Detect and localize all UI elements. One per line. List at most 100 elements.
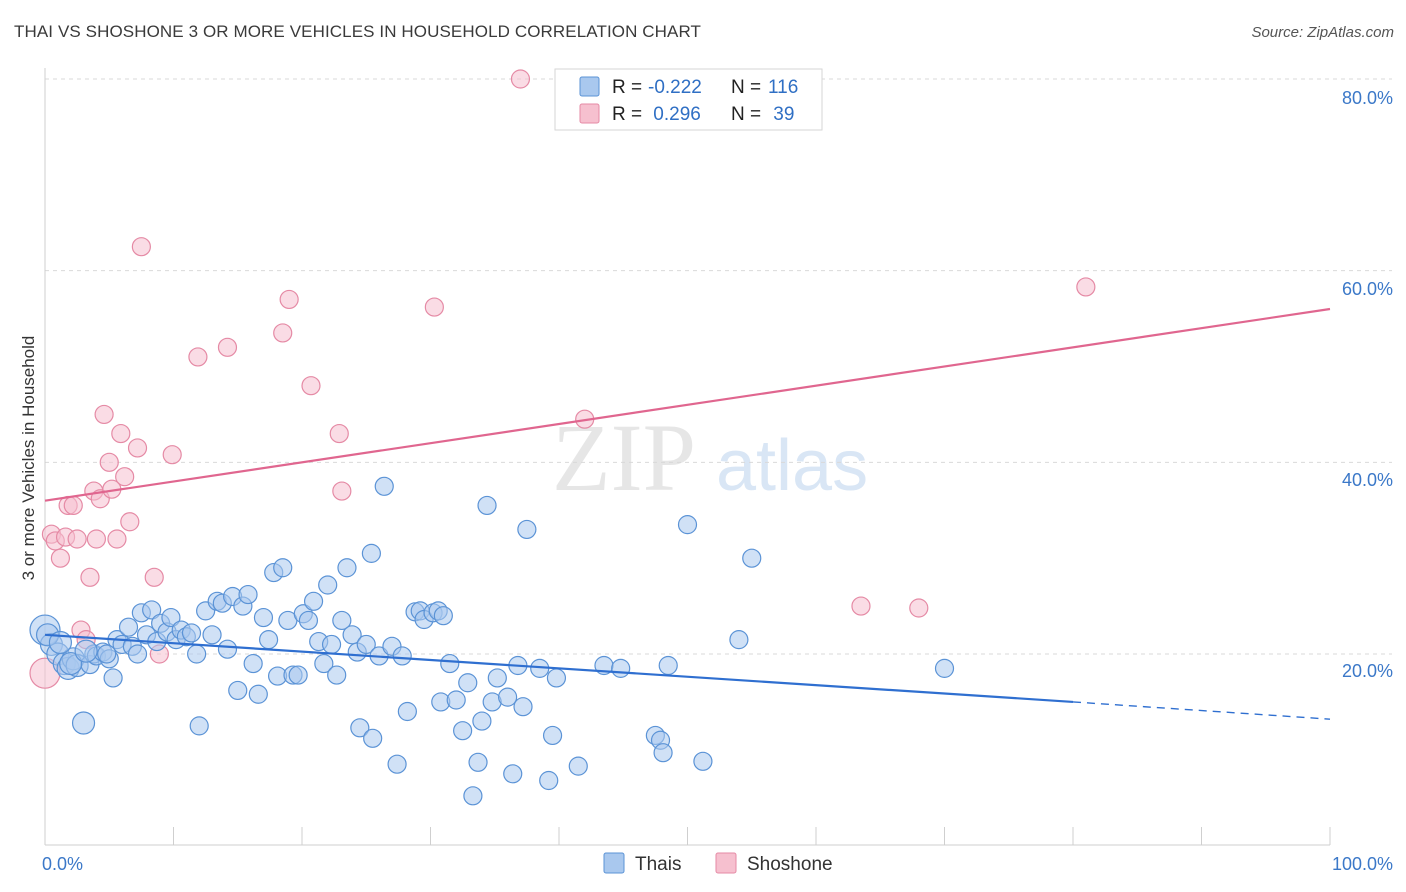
thai-point-70 — [387, 754, 407, 774]
thai-point-43 — [253, 607, 274, 628]
thai-point-110 — [934, 658, 955, 678]
thai-point-115 — [74, 639, 98, 663]
y-tick-label-20: 20.0% — [1342, 661, 1393, 681]
shoshone-point-10 — [80, 567, 100, 587]
shoshone-point-15 — [99, 452, 119, 472]
legend-thais-swatch — [603, 852, 625, 874]
thai-point-98 — [546, 668, 567, 688]
thai-point-30 — [187, 644, 207, 664]
thai-point-53 — [303, 591, 324, 611]
shoshone-points — [29, 69, 1096, 689]
thai-point-36 — [217, 639, 238, 659]
thai-point-113 — [59, 651, 83, 676]
shoshone-point-19 — [115, 467, 135, 487]
thai-point-85 — [468, 752, 488, 772]
shoshone-point-37 — [909, 598, 929, 618]
x-tick-label-min: 0.0% — [42, 854, 83, 874]
shoshone-point-38 — [1076, 277, 1096, 297]
thai-point-60 — [337, 558, 357, 578]
thai-point-104 — [653, 743, 673, 763]
thai-point-96 — [539, 770, 559, 791]
thai-point-83 — [458, 673, 478, 693]
legend-shoshone-n-label: N = — [731, 104, 761, 125]
thai-point-18 — [127, 644, 148, 664]
shoshone-point-29 — [279, 289, 299, 310]
thai-point-61 — [342, 625, 362, 645]
legend-shoshone-n-value: 39 — [768, 104, 794, 125]
thai-point-114 — [97, 644, 117, 664]
thai-point-31 — [189, 716, 209, 736]
thai-point-68 — [374, 476, 394, 496]
legend-thai-r-label: R = — [612, 77, 642, 98]
thai-point-13 — [103, 668, 123, 688]
legend-thai-n-label: N = — [731, 77, 761, 98]
legend-shoshone-label: Shoshone — [747, 854, 833, 875]
thai-point-81 — [446, 690, 466, 710]
thai-point-93 — [513, 697, 533, 717]
thai-point-87 — [477, 495, 497, 516]
thai-point-29 — [181, 623, 202, 643]
chart-title: THAI VS SHOSHONE 3 OR MORE VEHICLES IN H… — [14, 22, 702, 41]
shoshone-trend-line — [44, 307, 1331, 502]
legend-shoshone-bottom-swatch — [715, 852, 737, 874]
shoshone-point-33 — [424, 297, 444, 317]
source-label: Source: ZipAtlas.com — [1251, 24, 1394, 41]
shoshone-point-22 — [131, 237, 151, 257]
thai-point-90 — [498, 687, 518, 707]
y-tick-label-40: 40.0% — [1342, 470, 1393, 490]
thai-point-72 — [397, 701, 417, 722]
shoshone-point-34 — [510, 69, 531, 89]
thai-point-107 — [693, 751, 713, 771]
y-tick-label-80: 80.0% — [1342, 88, 1393, 108]
thai-point-42 — [248, 684, 268, 704]
thai-point-94 — [517, 519, 537, 540]
y-axis-label: 3 or more Vehicles in Household — [19, 336, 38, 581]
legend-thai-swatch — [579, 76, 600, 97]
shoshone-point-27 — [217, 337, 238, 357]
thai-point-55 — [314, 653, 334, 674]
shoshone-point-25 — [162, 445, 182, 465]
thai-point-25 — [161, 607, 181, 628]
thai-point-86 — [472, 711, 492, 731]
thai-point-106 — [677, 515, 698, 535]
thai-point-33 — [202, 625, 222, 645]
shoshone-point-20 — [120, 512, 140, 532]
thai-point-78 — [433, 606, 453, 626]
correlation-legend: R = -0.222 N = 116 R = 0.296 N = 39 — [554, 68, 823, 131]
y-tick-label-60: 60.0% — [1342, 279, 1393, 299]
legend-shoshone-r-value: 0.296 — [648, 104, 701, 125]
thai-point-50 — [288, 665, 308, 685]
legend-thai-r-value: -0.222 — [648, 77, 702, 98]
axes — [44, 68, 1331, 846]
grid-lines — [45, 78, 1392, 655]
thai-trend-line — [44, 633, 1074, 704]
thai-point-52 — [298, 610, 319, 631]
thai-point-44 — [258, 630, 279, 650]
thai-point-58 — [327, 665, 347, 685]
thai-point-108 — [729, 630, 749, 650]
thai-point-99 — [568, 756, 588, 776]
legend-shoshone-r-label: R = — [612, 104, 642, 125]
thai-trend-line-extension — [1072, 701, 1331, 720]
thai-point-16 — [118, 617, 139, 637]
shoshone-point-14 — [94, 404, 114, 425]
shoshone-point-21 — [127, 438, 148, 458]
thai-point-38 — [228, 680, 248, 701]
thai-point-41 — [243, 653, 263, 674]
thai-point-47 — [273, 558, 293, 578]
watermark-atlas: atlas — [716, 426, 868, 506]
thai-point-82 — [453, 721, 473, 741]
thai-point-63 — [350, 718, 370, 738]
shoshone-point-26 — [188, 347, 208, 367]
shoshone-point-3 — [50, 548, 71, 568]
thai-point-89 — [487, 668, 507, 688]
shoshone-point-32 — [332, 481, 352, 501]
thai-point-40 — [238, 584, 258, 605]
thai-point-101 — [611, 658, 631, 678]
shoshone-point-7 — [67, 529, 87, 549]
trend-lines — [44, 307, 1331, 720]
thai-point-65 — [361, 543, 381, 563]
thai-points — [29, 476, 955, 806]
shoshone-point-30 — [301, 376, 321, 396]
